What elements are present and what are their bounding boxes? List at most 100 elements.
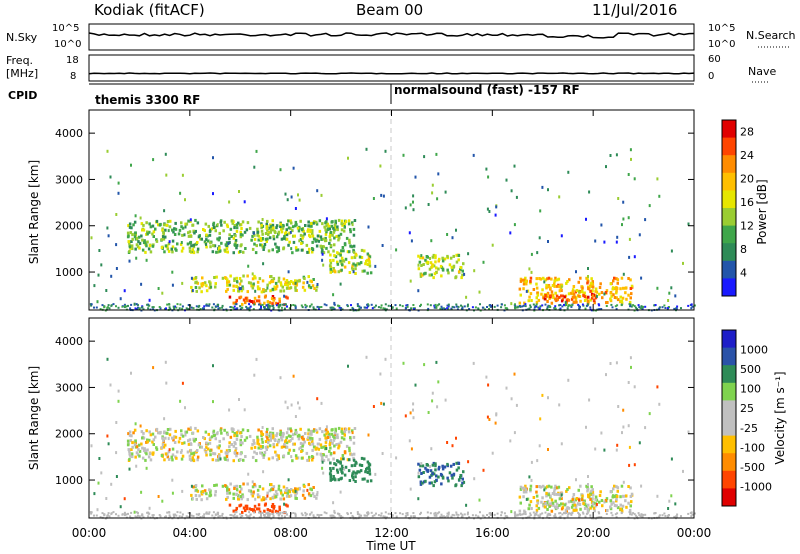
velocity-cell bbox=[549, 494, 552, 498]
power-cell bbox=[355, 253, 358, 257]
power-cell bbox=[101, 304, 104, 307]
velocity-cell bbox=[433, 480, 437, 484]
power-cell bbox=[680, 307, 682, 310]
velocity-cell bbox=[666, 516, 669, 519]
velocity-cell bbox=[537, 506, 541, 510]
velocity-cell bbox=[209, 449, 212, 453]
power-cell bbox=[379, 306, 382, 309]
power-cell bbox=[110, 304, 113, 307]
power-cell bbox=[641, 307, 643, 310]
power-cell bbox=[278, 297, 281, 301]
velocity-cell bbox=[603, 448, 606, 452]
freq-tick-top: 18 bbox=[66, 55, 79, 66]
power-cell bbox=[250, 238, 253, 242]
power-cell bbox=[590, 296, 594, 300]
velocity-cell bbox=[356, 470, 359, 474]
power-cell bbox=[513, 223, 516, 227]
power-cell bbox=[365, 259, 368, 263]
velocity-cell bbox=[275, 432, 279, 436]
power-cell bbox=[340, 228, 344, 232]
velocity-cell bbox=[352, 441, 356, 445]
power-cell bbox=[465, 295, 468, 299]
power-cell bbox=[285, 286, 289, 290]
velocity-cell bbox=[529, 512, 532, 515]
velocity-cell bbox=[522, 512, 525, 515]
velocity-cell bbox=[425, 463, 429, 466]
velocity-cell bbox=[315, 428, 318, 432]
power-cell bbox=[530, 299, 533, 302]
power-cell bbox=[513, 164, 516, 168]
velocity-cell bbox=[172, 513, 175, 516]
velocity-cell bbox=[569, 512, 572, 515]
velocity-cell bbox=[218, 439, 221, 443]
power-cell bbox=[344, 257, 348, 261]
velocity-cell bbox=[316, 442, 320, 446]
velocity-cell bbox=[271, 456, 274, 460]
power-cell bbox=[292, 281, 295, 285]
velocity-cell bbox=[259, 451, 262, 455]
power-cell bbox=[246, 307, 249, 310]
power-cell bbox=[141, 248, 145, 252]
velocity-cell bbox=[265, 433, 269, 437]
power-cell bbox=[524, 276, 527, 280]
power-cell bbox=[199, 237, 202, 241]
velocity-cell bbox=[235, 506, 238, 510]
power-cell bbox=[306, 229, 309, 233]
velocity-cell bbox=[171, 447, 175, 451]
power-cell bbox=[292, 304, 295, 306]
velocity-cell bbox=[145, 440, 148, 444]
velocity-cell bbox=[568, 512, 570, 515]
power-cell bbox=[173, 233, 177, 236]
power-cell bbox=[166, 303, 169, 306]
power-cell bbox=[426, 303, 429, 306]
power-cell bbox=[367, 257, 371, 261]
velocity-cell bbox=[628, 445, 631, 449]
power-cell bbox=[297, 229, 301, 233]
power-cell bbox=[339, 253, 342, 257]
velocity-cell bbox=[298, 447, 301, 451]
velocity-cell bbox=[133, 443, 137, 447]
velocity-cell bbox=[247, 472, 250, 476]
power-cell bbox=[482, 260, 485, 264]
velocity-cell bbox=[535, 490, 538, 494]
velocity-cell bbox=[276, 510, 280, 514]
velocity-cell bbox=[132, 431, 135, 435]
power-cell bbox=[342, 229, 346, 233]
velocity-cell bbox=[168, 433, 172, 437]
power-colorbar-swatch bbox=[722, 137, 736, 156]
power-cell bbox=[421, 273, 424, 277]
power-cell bbox=[634, 306, 637, 309]
power-cell bbox=[187, 308, 190, 311]
power-cell bbox=[316, 189, 319, 193]
power-cell bbox=[431, 191, 434, 195]
power-cell bbox=[622, 286, 625, 290]
velocity-cell bbox=[261, 511, 264, 514]
velocity-cell bbox=[285, 445, 289, 449]
power-cell bbox=[130, 240, 133, 243]
power-cell bbox=[535, 303, 538, 306]
velocity-cell bbox=[315, 446, 318, 450]
velocity-cell bbox=[569, 499, 573, 503]
power-cell bbox=[432, 276, 435, 280]
power-cell bbox=[557, 277, 561, 281]
velocity-cell bbox=[134, 422, 137, 426]
power-cell bbox=[117, 181, 120, 185]
power-cell bbox=[474, 306, 477, 309]
velocity-cell bbox=[337, 446, 340, 450]
power-cell bbox=[173, 307, 176, 310]
power-cell bbox=[625, 286, 628, 290]
power-cell bbox=[167, 229, 170, 233]
power-cell bbox=[159, 307, 162, 310]
velocity-cell bbox=[482, 468, 485, 472]
power-cell bbox=[190, 244, 193, 248]
power-cell bbox=[432, 264, 436, 268]
power-cell bbox=[676, 305, 679, 308]
power-cell bbox=[379, 164, 382, 168]
power-cell bbox=[460, 304, 462, 307]
velocity-cell bbox=[271, 503, 275, 506]
power-cell bbox=[599, 282, 602, 286]
power-cell bbox=[229, 306, 232, 308]
power-cell bbox=[351, 268, 355, 271]
power-cell bbox=[272, 307, 275, 309]
velocity-cell bbox=[303, 496, 307, 500]
